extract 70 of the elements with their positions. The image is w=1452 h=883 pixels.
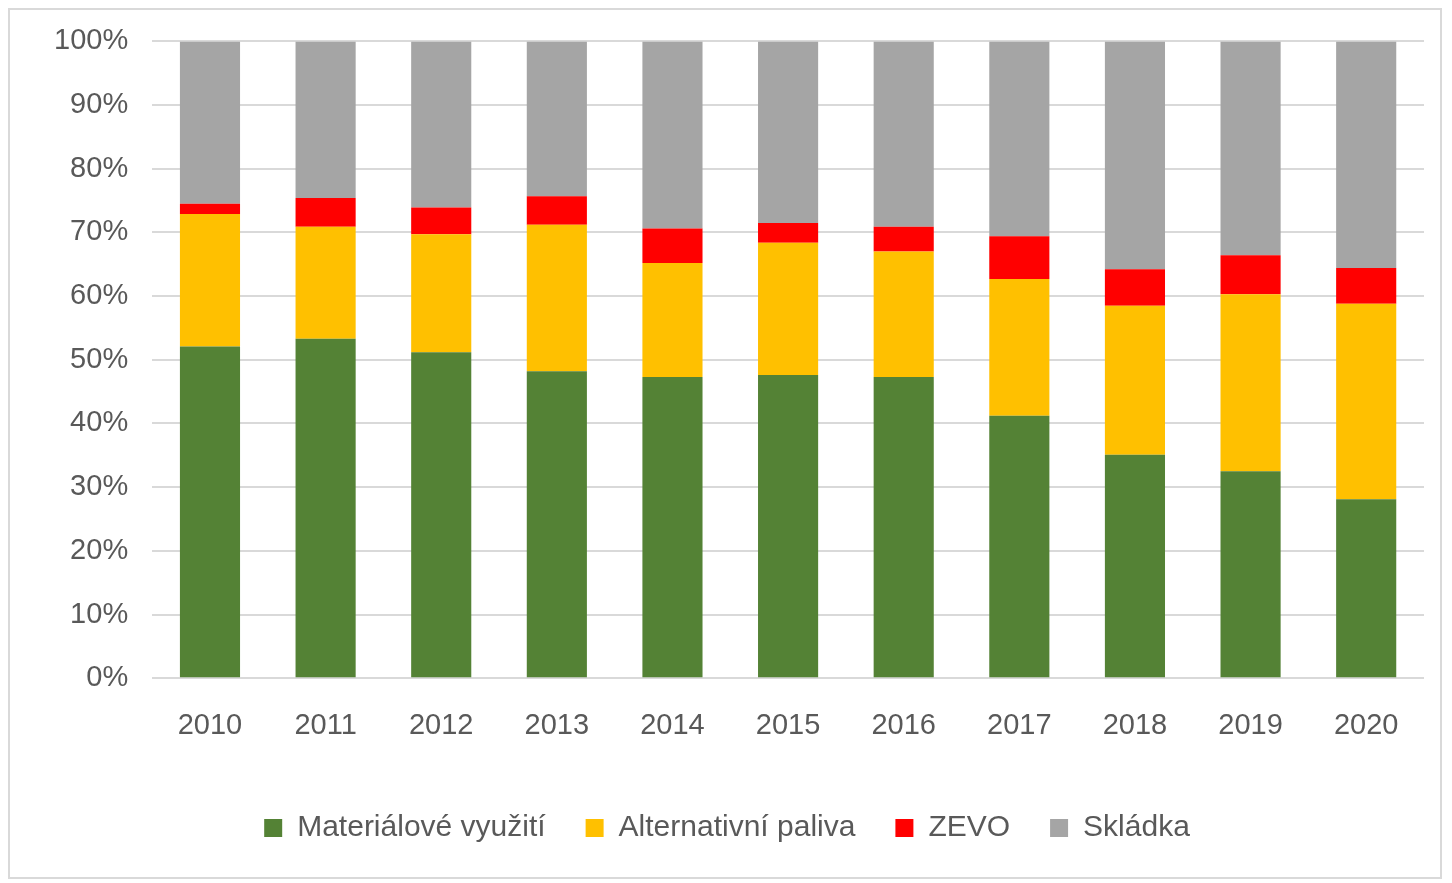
y-tick-label: 50% <box>70 341 129 374</box>
bar <box>526 224 587 372</box>
bar <box>989 236 1050 279</box>
bar <box>411 207 472 235</box>
bar <box>179 41 241 204</box>
bar <box>411 234 472 353</box>
bar <box>411 41 472 208</box>
bar <box>1220 41 1281 256</box>
x-tick-label: 2016 <box>871 707 936 740</box>
bar <box>295 338 356 678</box>
bar <box>989 278 1050 416</box>
bar <box>179 213 241 347</box>
y-tick-label: 100% <box>54 23 129 56</box>
bar <box>179 346 241 678</box>
legend-label: Skládka <box>1083 809 1191 843</box>
bar <box>1220 294 1281 472</box>
x-tick-label: 2010 <box>177 707 243 740</box>
bar <box>1220 471 1281 678</box>
bar <box>873 376 934 678</box>
bar <box>642 228 703 264</box>
bar <box>642 263 703 377</box>
bar <box>758 41 819 223</box>
x-tick-label: 2019 <box>1218 707 1283 740</box>
bar <box>1104 454 1166 678</box>
bar <box>526 196 587 225</box>
x-tick-label: 2011 <box>294 707 357 740</box>
bar <box>179 203 241 214</box>
y-tick-label: 0% <box>86 660 129 693</box>
y-tick-label: 90% <box>70 87 129 120</box>
y-tick-label: 20% <box>70 532 129 565</box>
y-tick-label: 60% <box>70 278 129 311</box>
legend-label: Materiálové využití <box>297 809 547 843</box>
y-tick-label: 80% <box>70 150 129 183</box>
bar <box>758 242 819 376</box>
bar <box>758 375 819 678</box>
bar <box>295 198 356 227</box>
bar <box>1336 499 1397 678</box>
bar <box>1336 303 1397 500</box>
x-tick-label: 2017 <box>987 707 1052 740</box>
bar <box>642 376 703 678</box>
bar <box>642 41 703 229</box>
bar <box>1104 305 1166 455</box>
bar <box>873 226 934 252</box>
y-tick-label: 10% <box>70 596 129 629</box>
y-tick-label: 40% <box>70 405 129 438</box>
bar <box>1336 268 1397 304</box>
bar <box>873 41 934 227</box>
bar <box>989 415 1050 678</box>
bar <box>758 222 819 243</box>
bar <box>1220 255 1281 295</box>
bar <box>1104 269 1166 306</box>
bar <box>873 251 934 377</box>
bar <box>295 41 356 199</box>
x-tick-label: 2012 <box>408 707 474 740</box>
legend-label: Alternativní paliva <box>618 809 856 843</box>
bar <box>1104 41 1166 270</box>
bar <box>989 41 1050 237</box>
bar <box>1336 41 1397 269</box>
y-tick-label: 30% <box>70 469 129 502</box>
bar <box>295 226 356 339</box>
bar <box>411 352 472 678</box>
x-tick-label: 2014 <box>640 707 705 740</box>
x-tick-label: 2020 <box>1333 707 1399 740</box>
x-tick-label: 2015 <box>755 707 821 740</box>
y-tick-label: 70% <box>70 214 129 247</box>
x-tick-label: 2018 <box>1102 707 1168 740</box>
bar <box>526 41 587 197</box>
bar <box>526 371 587 678</box>
x-tick-label: 2013 <box>524 707 590 740</box>
legend-label: ZEVO <box>928 809 1011 843</box>
